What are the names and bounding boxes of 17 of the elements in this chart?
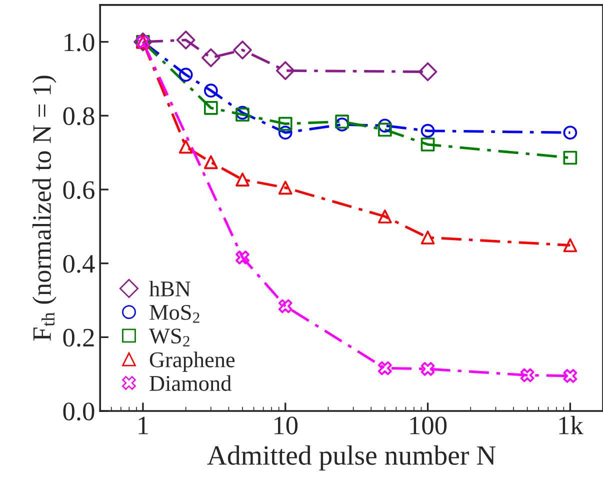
legend-label: Diamond xyxy=(150,375,232,391)
y-tick-label: 0.4 xyxy=(63,254,95,273)
x-tick-label: 1k xyxy=(559,416,584,434)
legend-label: hBN xyxy=(149,280,190,296)
y-tick-label: 0.0 xyxy=(63,402,94,421)
legend-label: WS$_{2}$ xyxy=(149,328,190,346)
x-tick-label: 1 xyxy=(138,416,148,434)
x-tick-label: 10 xyxy=(274,416,298,434)
y-tick-label: 1.0 xyxy=(64,33,94,52)
y-tick-label: 0.2 xyxy=(63,328,94,347)
x-axis-title: Admitted pulse number N xyxy=(207,445,496,471)
legend-label: Graphene xyxy=(150,352,235,372)
legend-label: MoS$_{2}$ xyxy=(150,304,200,323)
y-tick-label: 0.6 xyxy=(63,181,94,200)
x-tick-label: 100 xyxy=(410,416,447,434)
y-axis-title: F$_{th}$ (normalized to N = 1) xyxy=(32,76,56,341)
y-tick-label: 0.8 xyxy=(63,107,94,126)
